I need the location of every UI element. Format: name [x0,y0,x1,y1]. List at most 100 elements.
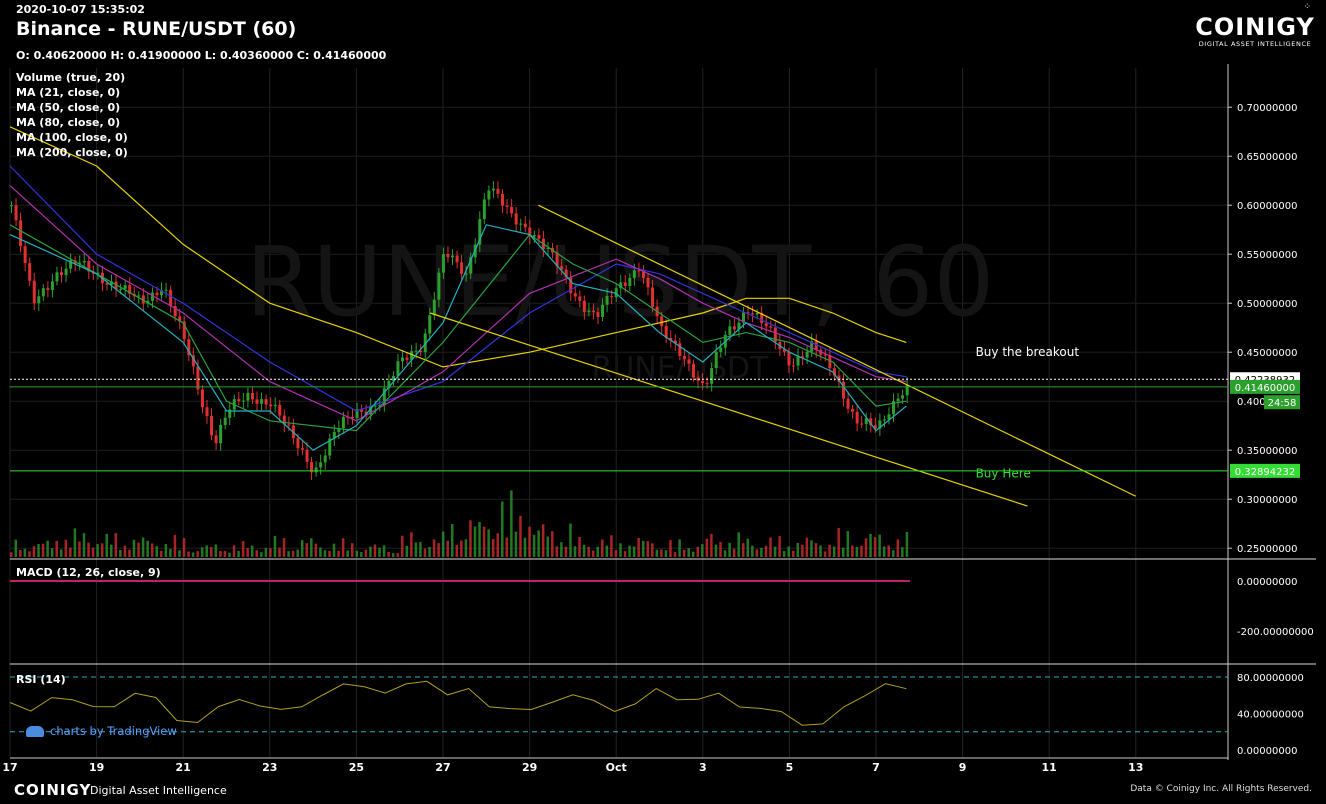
volume-bar [250,545,254,557]
candle-body [305,449,309,462]
candle-body [842,381,846,399]
candle-body [614,288,618,298]
volume-bar [128,549,131,557]
candle-body [69,260,73,269]
volume-bar [637,537,640,557]
price-badge-label-1: 0.41460000 [1235,383,1295,394]
study-ma-80[interactable]: MA (80, close, 0) [16,116,121,129]
x-tick-label: 17 [2,761,17,774]
candle-body [455,255,459,263]
candle-body [501,193,505,206]
x-tick-label: 23 [262,761,277,774]
volume-bar [273,535,277,557]
volume-bar [473,526,477,557]
candle-body [732,326,736,330]
macd-label[interactable]: MACD (12, 26, close, 9) [16,566,161,579]
volume-bar [719,541,722,557]
brand-name: COINIGY [1195,13,1315,41]
price-tick-label: 0.65000000 [1237,152,1297,163]
volume-bar [801,544,804,557]
rsi-tick-label: 0.00000000 [1237,746,1297,757]
candle-body [137,295,141,297]
candle-body [160,290,164,296]
rsi-tick-label: 80.00000000 [1237,673,1304,684]
volume-bar [441,531,445,557]
candle-body [446,254,450,258]
volume-bar [96,544,99,557]
x-tick-label: 25 [349,761,364,774]
volume-bar [110,544,113,557]
candle-body [637,270,641,272]
candle-body [764,323,768,327]
candle-body [369,405,373,415]
candle-body [478,219,482,245]
volume-bar [237,550,240,557]
candle-body [60,272,64,276]
rsi-label[interactable]: RSI (14) [16,673,66,686]
tradingview-credit[interactable]: charts by TradingView [26,724,177,738]
volume-bar [355,550,359,557]
volume-bar [610,535,613,557]
candle-body [314,467,318,473]
volume-bar [141,537,145,557]
volume-bars [10,490,909,557]
volume-bar [655,549,659,557]
macd-tick-label: -200.00000000 [1237,627,1314,638]
volume-bar [350,543,354,557]
volume-bar [223,550,227,557]
candle-body [860,423,864,425]
candle-body [260,399,264,404]
volume-bar [46,540,49,557]
candle-body [269,404,273,407]
candle-body [905,384,909,396]
candle-body [296,438,300,449]
volume-bar [255,550,259,557]
candle-body [119,288,123,290]
x-tick-label: 13 [1128,761,1143,774]
study-ma-21[interactable]: MA (21, close, 0) [16,86,121,99]
volume-bar [114,533,118,557]
candle-body [405,357,409,360]
volume-bar [55,540,58,557]
candle-body [110,281,114,285]
study-ma-50[interactable]: MA (50, close, 0) [16,101,121,114]
price-badge-1 [1230,379,1300,394]
candle-body [882,419,886,421]
candle-body [423,333,427,353]
candle-body [801,356,805,358]
candle-body [410,351,414,360]
study-volume[interactable]: Volume (true, 20) [16,71,126,84]
candle-body [578,296,582,301]
volume-bar [14,539,18,557]
volume-bar [737,532,740,557]
candle-body [587,310,591,312]
volume-bar [205,545,208,557]
volume-bar [696,546,700,557]
candle-body [400,357,404,362]
candle-body [596,312,600,317]
study-ma-200[interactable]: MA (200, close, 0) [16,146,128,159]
volume-bar [328,550,331,557]
candle-body [300,448,304,450]
volume-bar [137,542,140,557]
candle-body [710,367,714,384]
study-ma-100[interactable]: MA (100, close, 0) [16,131,128,144]
candle-body [755,312,759,315]
volume-bar [682,549,686,557]
volume-bar [746,538,750,557]
candle-body [187,339,191,356]
volume-bar [464,539,468,557]
candle-body [537,235,541,239]
volume-bar [687,548,690,557]
volume-bar [842,547,845,557]
volume-bar [560,542,563,557]
volume-bar [269,548,272,557]
candle-body [769,326,773,328]
volume-bar [564,546,568,557]
volume-bar [901,547,904,557]
candle-body [441,254,445,273]
volume-bar [419,541,422,557]
candle-body [782,348,786,352]
chart-title: Binance - RUNE/USDT (60) [16,18,297,40]
